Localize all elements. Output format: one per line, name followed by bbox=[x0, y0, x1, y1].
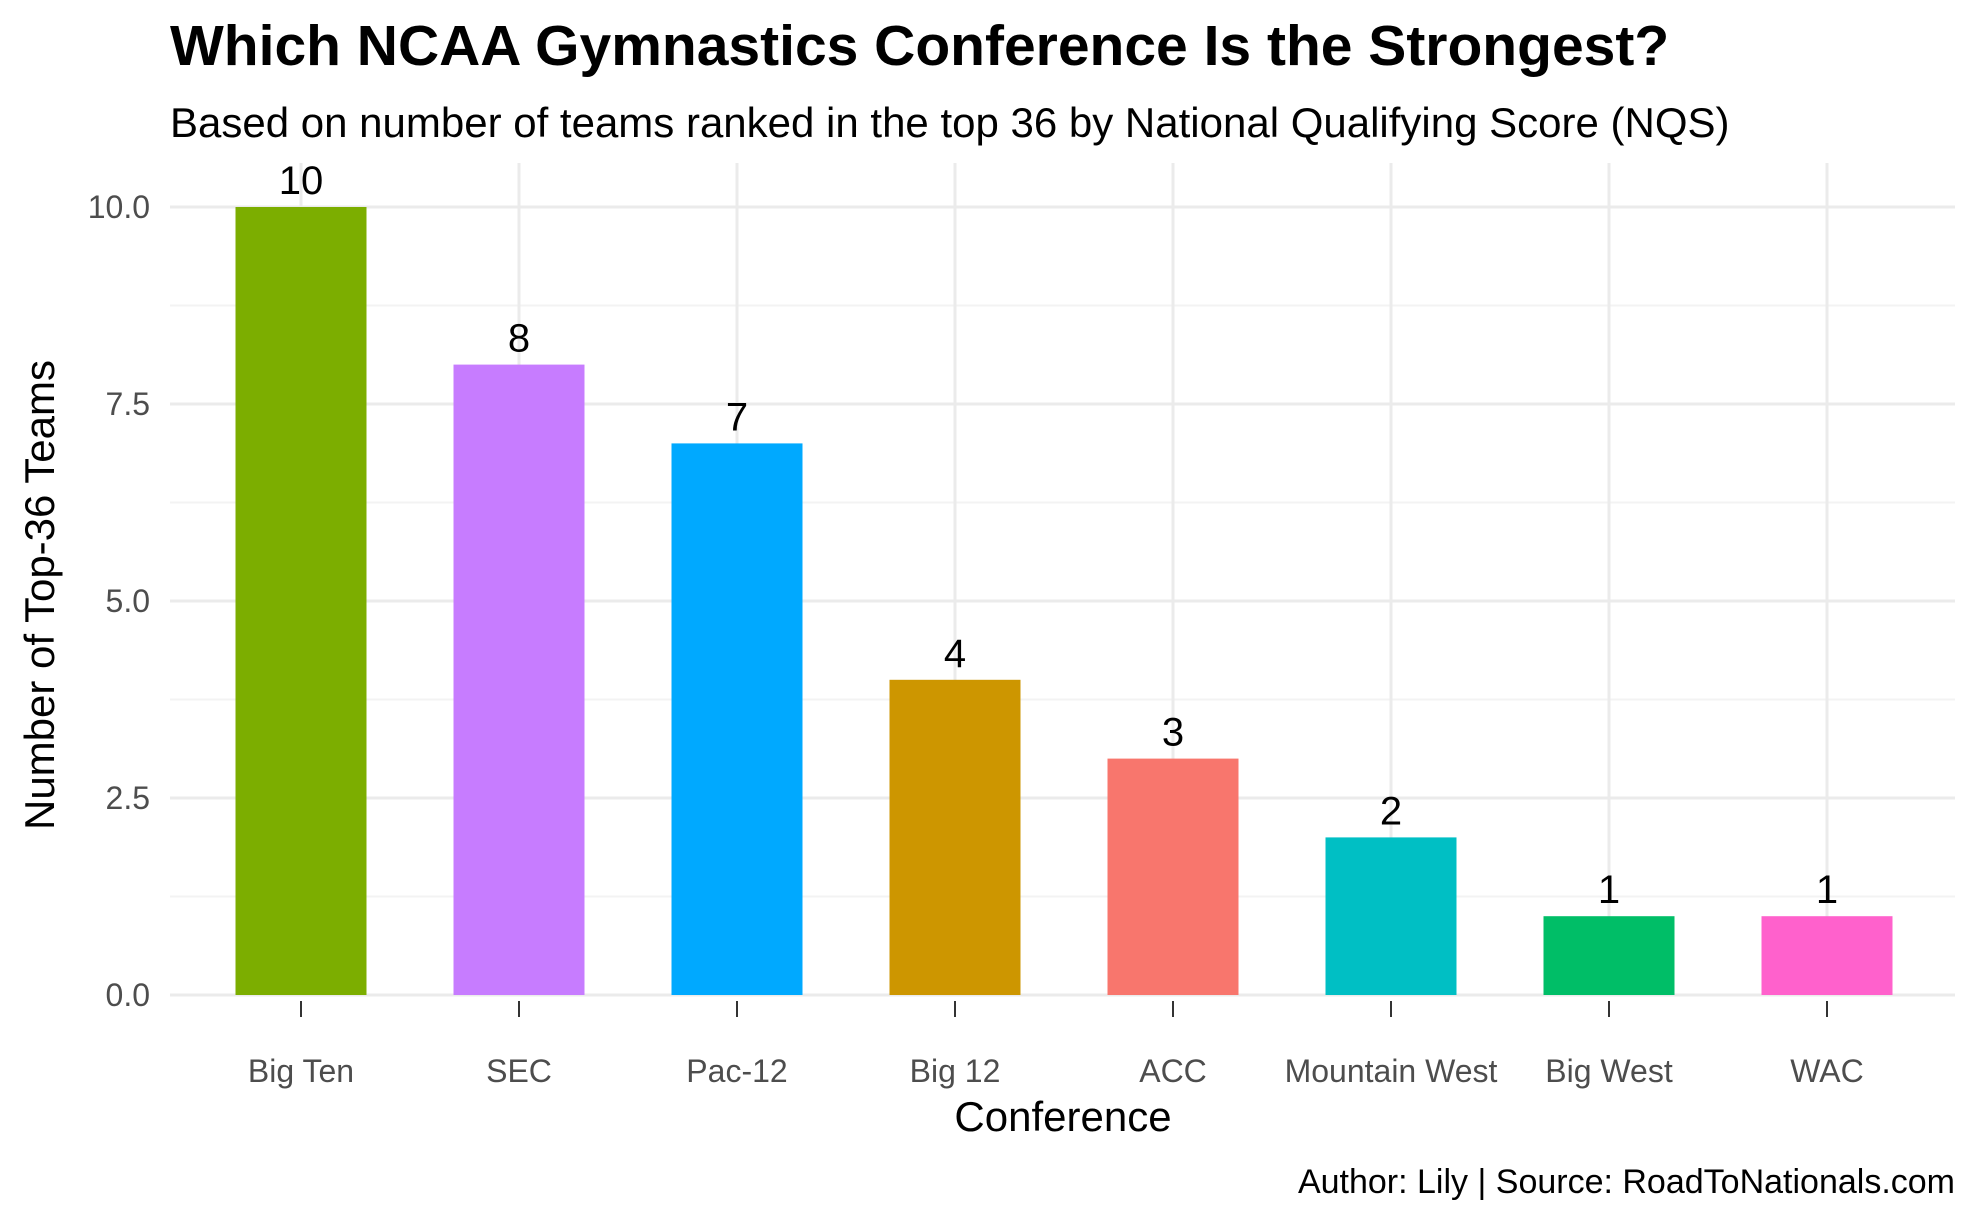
x-tick-label: Big Ten bbox=[248, 1053, 354, 1089]
data-label: 8 bbox=[508, 317, 530, 361]
data-label: 1 bbox=[1816, 868, 1838, 912]
y-tick-label: 7.5 bbox=[106, 386, 150, 422]
y-axis: 0.0 2.5 5.0 7.5 10.0 bbox=[88, 189, 150, 1013]
bar bbox=[1761, 916, 1893, 995]
bar bbox=[671, 443, 803, 995]
bar bbox=[453, 364, 585, 996]
bar bbox=[1543, 916, 1675, 995]
x-tick-label: Pac-12 bbox=[686, 1053, 787, 1089]
bar bbox=[1107, 758, 1239, 995]
data-label: 7 bbox=[726, 395, 748, 439]
chart-subtitle: Based on number of teams ranked in the t… bbox=[170, 99, 1730, 146]
data-label: 3 bbox=[1162, 711, 1184, 755]
bars bbox=[235, 207, 1893, 996]
x-tick-label: WAC bbox=[1790, 1053, 1863, 1089]
gridlines bbox=[170, 163, 1955, 997]
chart-title: Which NCAA Gymnastics Conference Is the … bbox=[170, 14, 1669, 78]
y-tick-label: 5.0 bbox=[106, 583, 150, 619]
data-label: 1 bbox=[1598, 868, 1620, 912]
y-tick-label: 0.0 bbox=[106, 977, 150, 1013]
y-axis-title: Number of Top-36 Teams bbox=[16, 360, 63, 830]
x-axis: Big Ten SEC Pac-12 Big 12 ACC Mountain West Bi… bbox=[248, 1001, 1864, 1089]
x-tick-label: ACC bbox=[1139, 1053, 1207, 1089]
data-label: 4 bbox=[944, 632, 966, 676]
data-label: 10 bbox=[279, 159, 324, 203]
y-tick-label: 2.5 bbox=[106, 780, 150, 816]
bar bbox=[889, 679, 1021, 995]
bar bbox=[1325, 837, 1457, 995]
chart-caption: Author: Lily | Source: RoadToNationals.c… bbox=[1298, 1163, 1955, 1201]
x-tick-label: Mountain West bbox=[1285, 1053, 1498, 1089]
data-labels: 10 8 7 4 3 2 1 1 bbox=[279, 159, 1838, 912]
x-axis-title: Conference bbox=[954, 1093, 1171, 1140]
data-label: 2 bbox=[1380, 789, 1402, 833]
x-tick-label: Big 12 bbox=[910, 1053, 1001, 1089]
x-tick-label: SEC bbox=[486, 1053, 552, 1089]
x-tick-label: Big West bbox=[1545, 1053, 1673, 1089]
bar bbox=[235, 207, 367, 995]
y-tick-label: 10.0 bbox=[88, 189, 150, 225]
